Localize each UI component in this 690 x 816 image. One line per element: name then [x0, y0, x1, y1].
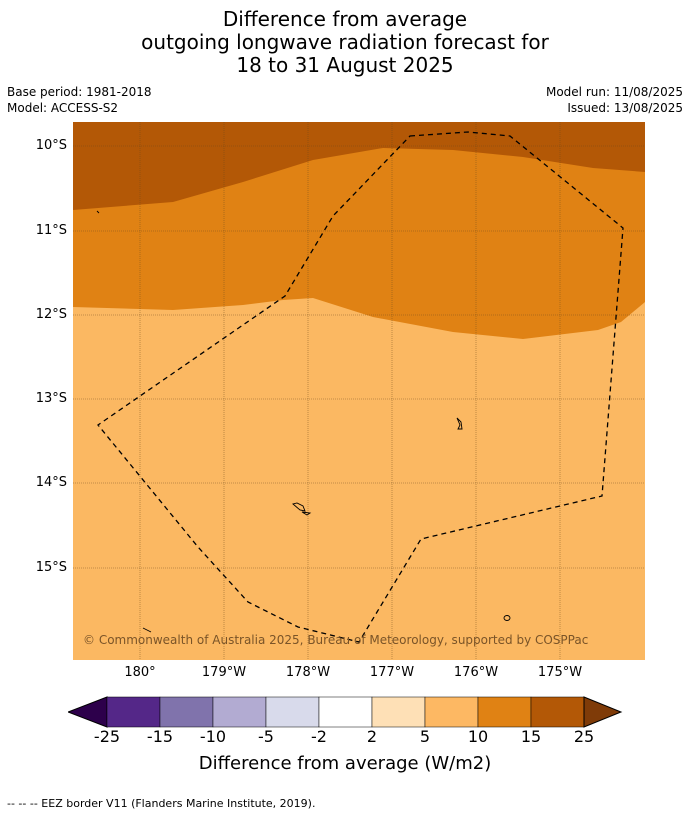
map-credit: © Commonwealth of Australia 2025, Bureau…	[83, 633, 589, 647]
lon-label: 178°W	[285, 665, 331, 680]
colorbar-bin	[159, 696, 214, 728]
lon-label: 176°W	[453, 665, 499, 680]
islands	[96, 210, 511, 633]
colorbar-tick: -10	[199, 727, 227, 746]
map-svg	[73, 122, 645, 660]
lon-label: 179°W	[201, 665, 247, 680]
colorbar-tick: 15	[520, 727, 542, 746]
colorbar-tick: -15	[146, 727, 174, 746]
map-panel	[73, 122, 645, 660]
colorbar-bin	[106, 696, 161, 728]
lat-label: 10°S	[35, 138, 67, 153]
lon-label: 180°	[124, 665, 156, 680]
model-run: Model run: 11/08/2025	[545, 85, 683, 99]
meta-left: Base period: 1981-2018 Model: ACCESS-S2	[7, 84, 152, 116]
colorbar-tick: 2	[366, 727, 378, 746]
lat-label: 12°S	[35, 307, 67, 322]
title-line-3: 18 to 31 August 2025	[236, 53, 454, 77]
colorbar-tick: -5	[258, 727, 274, 746]
colorbar-min-arrow	[66, 696, 108, 728]
colorbar-bin	[212, 696, 267, 728]
lat-label: 13°S	[35, 391, 67, 406]
meta-right: Model run: 11/08/2025 Issued: 13/08/2025	[546, 84, 683, 116]
eez-footnote: -- -- -- EEZ border V11 (Flanders Marine…	[7, 797, 316, 810]
colorbar-tick: 10	[467, 727, 489, 746]
lat-label: 14°S	[35, 475, 67, 490]
colorbar-bin	[424, 696, 479, 728]
colorbar-bin	[477, 696, 532, 728]
band-15-25	[73, 122, 645, 210]
colorbar-svg	[66, 696, 623, 728]
base-period: Base period: 1981-2018	[7, 85, 152, 99]
title-line-1: Difference from average	[222, 7, 468, 31]
chart-title: Difference from average outgoing longwav…	[0, 8, 690, 77]
colorbar-tick: -2	[311, 727, 327, 746]
colorbar-max-arrow	[583, 696, 623, 728]
lon-label: 175°W	[537, 665, 583, 680]
lon-label: 177°W	[369, 665, 415, 680]
colorbar-tick: -25	[93, 727, 121, 746]
colorbar-bin	[265, 696, 320, 728]
title-line-2: outgoing longwave radiation forecast for	[141, 30, 549, 54]
lat-label: 11°S	[35, 223, 67, 238]
issued-date: Issued: 13/08/2025	[567, 101, 683, 115]
eez-border	[97, 131, 624, 643]
graticule	[73, 122, 645, 660]
lat-label: 15°S	[35, 560, 67, 575]
colorbar-tick: 5	[419, 727, 431, 746]
colorbar-bin	[530, 696, 585, 728]
model-name: Model: ACCESS-S2	[7, 101, 119, 115]
colorbar	[66, 696, 624, 732]
colorbar-bin	[318, 696, 373, 728]
colorbar-tick: 25	[573, 727, 595, 746]
colorbar-title: Difference from average (W/m2)	[198, 753, 492, 774]
colorbar-bin	[371, 696, 426, 728]
